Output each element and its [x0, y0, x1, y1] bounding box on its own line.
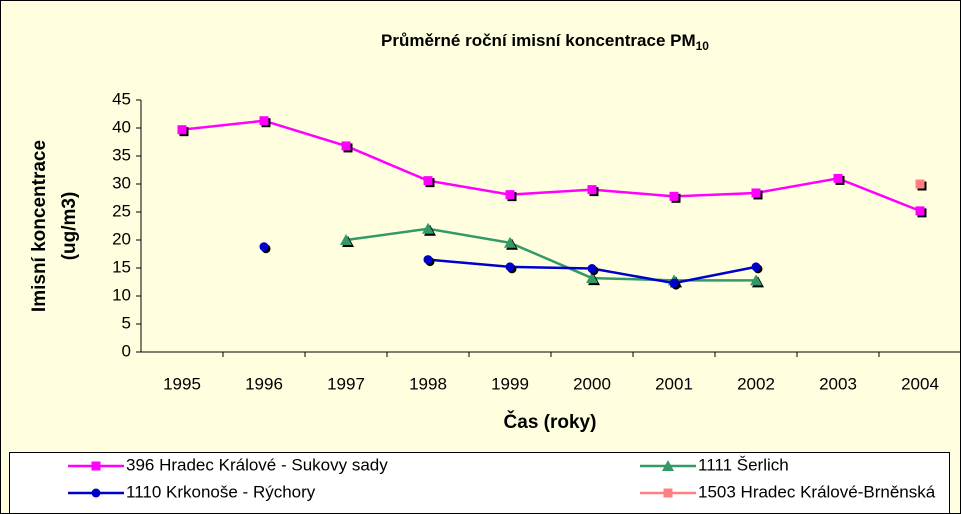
data-point: [423, 176, 433, 186]
data-point: [340, 234, 352, 245]
legend-box: [9, 452, 950, 514]
data-point: [422, 222, 434, 234]
data-point: [833, 173, 843, 183]
data-point: [915, 206, 925, 216]
chart-title-text: Průměrné roční imisní koncentrace PM: [381, 31, 696, 50]
x-tick-label: 2002: [737, 374, 775, 393]
x-tick-label: 2000: [573, 374, 611, 393]
data-point: [751, 262, 761, 272]
legend-label: 1110 Krkonoše - Rýchory: [126, 482, 316, 501]
data-point: [586, 272, 598, 284]
y-tick-label: 40: [112, 117, 131, 136]
legend-marker: [91, 488, 101, 498]
legend-label: 1111 Šerlich: [698, 455, 789, 474]
x-tick-label: 2003: [819, 374, 857, 393]
x-tick-label: 1997: [327, 374, 365, 393]
data-point: [423, 255, 433, 265]
y-tick-label: 25: [112, 201, 131, 220]
chart-title: Průměrné roční imisní koncentrace PM10: [381, 31, 709, 53]
x-axis-label: Čas (roky): [504, 411, 597, 433]
data-point: [587, 264, 597, 274]
legend-label: 1503 Hradec Králové-Brněnská: [698, 482, 936, 501]
y-tick-label: 35: [112, 145, 131, 164]
x-tick-label: 2004: [901, 374, 939, 393]
data-point: [750, 274, 762, 286]
data-point: [505, 190, 515, 200]
data-point: [504, 236, 516, 248]
data-point: [751, 188, 761, 198]
data-point: [669, 191, 679, 201]
y-tick-label: 5: [122, 313, 131, 332]
y-tick-label: 20: [112, 229, 131, 248]
y-tick-label: 30: [112, 173, 131, 192]
legend-marker: [663, 488, 673, 498]
legend-marker: [91, 461, 101, 471]
legend-marker: [662, 460, 674, 471]
x-tick-label: 1996: [245, 374, 283, 393]
data-point: [915, 179, 925, 189]
x-tick-label: 1999: [491, 374, 529, 393]
data-point: [587, 185, 597, 195]
legend-label: 396 Hradec Králové - Sukovy sady: [126, 455, 388, 474]
x-tick-label: 1995: [163, 374, 201, 393]
chart-title-subscript: 10: [696, 39, 710, 53]
series-line: [181, 119, 921, 213]
data-point: [259, 242, 269, 252]
y-tick-label: 10: [112, 285, 131, 304]
y-tick-label: 15: [112, 257, 131, 276]
data-point: [259, 116, 269, 126]
data-point: [505, 262, 515, 272]
y-axis-label: (ug/m3): [59, 192, 80, 261]
y-axis-label: Imisní koncentrace: [29, 140, 50, 312]
x-tick-label: 1998: [409, 374, 447, 393]
data-point: [341, 141, 351, 151]
data-point: [177, 125, 187, 135]
y-tick-label: 0: [122, 341, 131, 360]
data-point: [669, 278, 679, 288]
x-tick-label: 2001: [655, 374, 693, 393]
y-tick-label: 45: [112, 89, 131, 108]
